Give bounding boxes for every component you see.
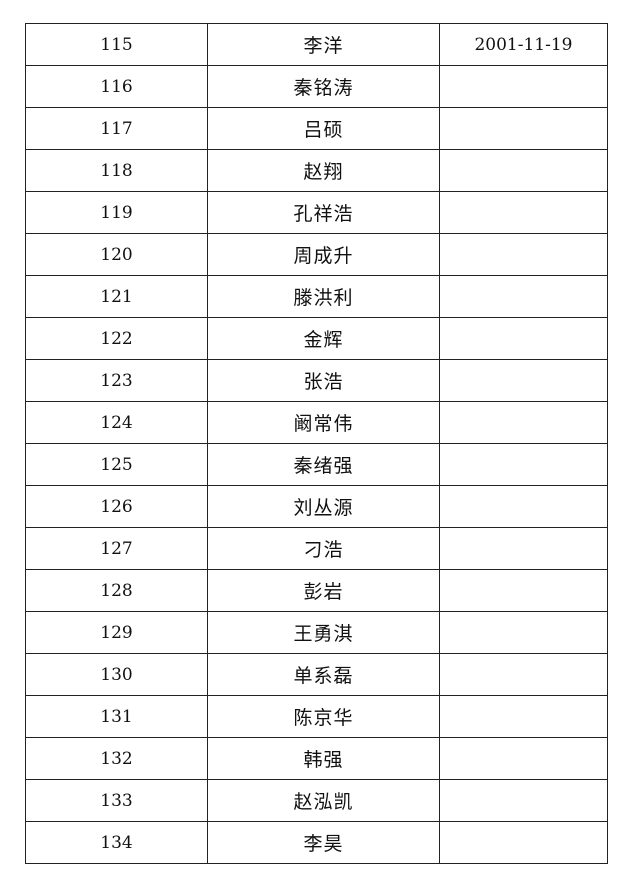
row-number-cell: 120 (25, 233, 208, 276)
row-number-cell: 134 (25, 821, 208, 864)
date-cell (439, 695, 608, 738)
row-number-cell: 132 (25, 737, 208, 780)
roster-table: 115 李洋 2001-11-19 116 秦铭涛 117 吕硕 118 赵翔 119 孔祥浩 120… (25, 23, 608, 864)
table-row: 121 滕洪利 (25, 275, 608, 318)
row-number-cell: 121 (25, 275, 208, 318)
row-number-cell: 123 (25, 359, 208, 402)
table-row: 116 秦铭涛 (25, 65, 608, 108)
date-cell (439, 527, 608, 570)
table-row: 134 李昊 (25, 821, 608, 864)
name-cell: 单系磊 (207, 653, 440, 696)
table-row: 115 李洋 2001-11-19 (25, 23, 608, 66)
date-cell (439, 401, 608, 444)
date-cell (439, 821, 608, 864)
row-number-cell: 119 (25, 191, 208, 234)
row-number-cell: 118 (25, 149, 208, 192)
row-number-cell: 130 (25, 653, 208, 696)
name-cell: 陈京华 (207, 695, 440, 738)
row-number-cell: 127 (25, 527, 208, 570)
date-cell (439, 233, 608, 276)
row-number-cell: 116 (25, 65, 208, 108)
date-cell (439, 443, 608, 486)
table-row: 124 阚常伟 (25, 401, 608, 444)
name-cell: 刘丛源 (207, 485, 440, 528)
name-cell: 阚常伟 (207, 401, 440, 444)
name-cell: 金辉 (207, 317, 440, 360)
date-cell (439, 275, 608, 318)
date-cell (439, 653, 608, 696)
name-cell: 周成升 (207, 233, 440, 276)
date-cell (439, 779, 608, 822)
name-cell: 张浩 (207, 359, 440, 402)
table-row: 120 周成升 (25, 233, 608, 276)
name-cell: 滕洪利 (207, 275, 440, 318)
date-cell (439, 359, 608, 402)
table-row: 117 吕硕 (25, 107, 608, 150)
date-cell: 2001-11-19 (439, 23, 608, 66)
table-row: 126 刘丛源 (25, 485, 608, 528)
table-row: 118 赵翔 (25, 149, 608, 192)
name-cell: 秦绪强 (207, 443, 440, 486)
row-number-cell: 125 (25, 443, 208, 486)
table-row: 128 彭岩 (25, 569, 608, 612)
name-cell: 赵泓凯 (207, 779, 440, 822)
table-row: 130 单系磊 (25, 653, 608, 696)
date-cell (439, 569, 608, 612)
name-cell: 刁浩 (207, 527, 440, 570)
date-cell (439, 149, 608, 192)
date-cell (439, 65, 608, 108)
name-cell: 孔祥浩 (207, 191, 440, 234)
date-cell (439, 611, 608, 654)
name-cell: 赵翔 (207, 149, 440, 192)
table-row: 122 金辉 (25, 317, 608, 360)
row-number-cell: 128 (25, 569, 208, 612)
date-cell (439, 317, 608, 360)
date-cell (439, 485, 608, 528)
table-row: 132 韩强 (25, 737, 608, 780)
name-cell: 李昊 (207, 821, 440, 864)
table-row: 119 孔祥浩 (25, 191, 608, 234)
table-row: 125 秦绪强 (25, 443, 608, 486)
name-cell: 吕硕 (207, 107, 440, 150)
row-number-cell: 124 (25, 401, 208, 444)
table-row: 129 王勇淇 (25, 611, 608, 654)
row-number-cell: 133 (25, 779, 208, 822)
row-number-cell: 122 (25, 317, 208, 360)
date-cell (439, 191, 608, 234)
row-number-cell: 126 (25, 485, 208, 528)
table-row: 127 刁浩 (25, 527, 608, 570)
name-cell: 王勇淇 (207, 611, 440, 654)
date-cell (439, 737, 608, 780)
table-row: 123 张浩 (25, 359, 608, 402)
table-row: 131 陈京华 (25, 695, 608, 738)
name-cell: 秦铭涛 (207, 65, 440, 108)
date-cell (439, 107, 608, 150)
row-number-cell: 131 (25, 695, 208, 738)
name-cell: 韩强 (207, 737, 440, 780)
row-number-cell: 117 (25, 107, 208, 150)
table-row: 133 赵泓凯 (25, 779, 608, 822)
row-number-cell: 115 (25, 23, 208, 66)
name-cell: 彭岩 (207, 569, 440, 612)
name-cell: 李洋 (207, 23, 440, 66)
row-number-cell: 129 (25, 611, 208, 654)
